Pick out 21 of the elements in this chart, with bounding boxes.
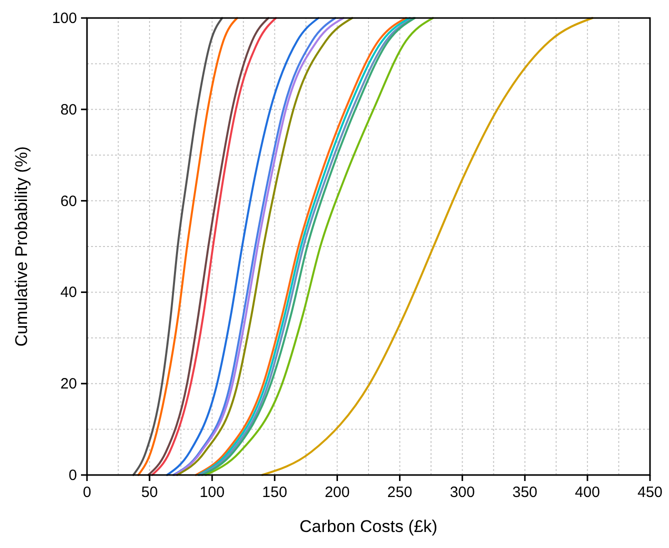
y-tick-label: 60 xyxy=(60,192,77,210)
line-series xyxy=(261,17,594,476)
x-tick-label: 0 xyxy=(82,484,92,501)
x-tick-label: 250 xyxy=(387,484,412,501)
y-tick-label: 80 xyxy=(60,101,77,118)
x-tick-label: 150 xyxy=(262,484,288,501)
x-tick-label: 400 xyxy=(574,484,600,501)
y-tick-label: 20 xyxy=(60,376,77,393)
y-tick-label: 100 xyxy=(52,10,77,27)
x-axis-title: Carbon Costs (£k) xyxy=(300,517,438,536)
x-tick-label: 200 xyxy=(324,484,350,501)
x-tick-label: 350 xyxy=(512,484,538,501)
x-tick-label: 300 xyxy=(450,484,475,501)
x-tick-label: 50 xyxy=(141,484,158,501)
x-tick-label: 100 xyxy=(200,484,225,501)
line-series xyxy=(137,17,238,476)
y-tick-label: 40 xyxy=(60,284,77,302)
y-tick-label: 0 xyxy=(68,467,77,484)
x-tick-label: 450 xyxy=(637,484,663,501)
line-series xyxy=(132,17,224,476)
y-axis-title: Cumulative Probability (%) xyxy=(12,146,31,347)
